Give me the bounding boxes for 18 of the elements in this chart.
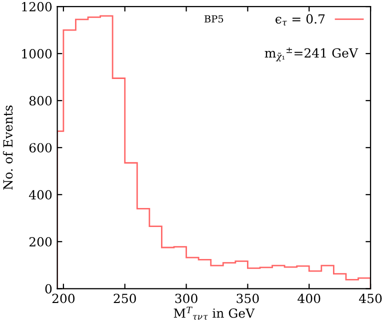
x-tick-label: 250 (114, 294, 136, 304)
y-tick-label: 1000 (22, 49, 52, 58)
y-tick-label: 600 (29, 143, 52, 153)
x-tick-label: 450 (358, 294, 382, 304)
x-tick-label: 400 (298, 294, 320, 304)
legend-label: ϵ$_{τ}$ = 0.7 (276, 14, 325, 26)
y-tick-label: 400 (28, 190, 52, 200)
y-tick-label: 1200 (22, 2, 52, 12)
y-axis-title: No. of Events (2, 106, 13, 190)
x-tick-label: 300 (175, 294, 198, 304)
y-tick-label: 800 (29, 96, 52, 106)
y-tick-label: 200 (29, 237, 52, 247)
annotation: m$_{χ̃₁}$$^{±}$=241 GeV (264, 47, 358, 62)
x-tick-label: 200 (52, 294, 75, 304)
x-axis-title: M$^{T}$$_{τντ}$ in GeV (174, 306, 255, 320)
y-tick-label: 0 (45, 284, 52, 294)
x-tick-label: 350 (236, 294, 259, 304)
text: BP5 (204, 15, 224, 23)
